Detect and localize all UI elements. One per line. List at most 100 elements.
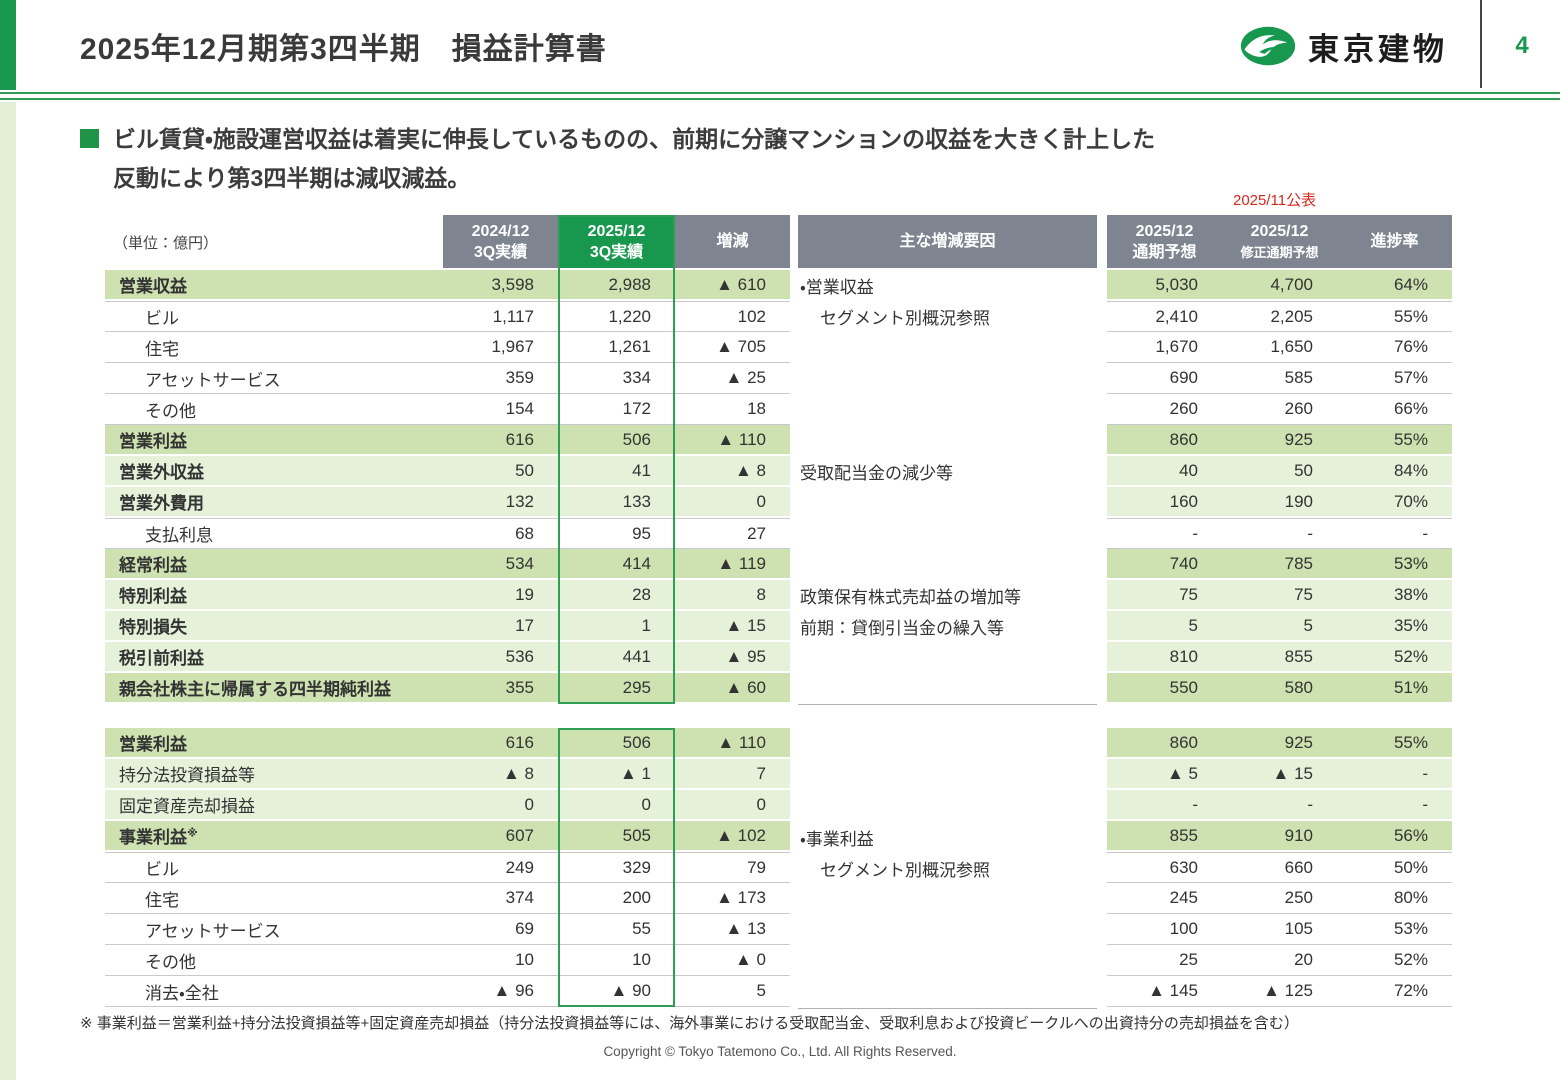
table-row: 260 260 66% [1107,394,1452,425]
value-cell: 550 [1169,677,1198,697]
table-row: 営業外費用 132 133 0 [105,487,790,518]
value-cell: 855 [1284,646,1313,666]
row-label: 住宅 [145,339,179,359]
row-label: 特別損失 [119,618,187,637]
col-header-line: 2025/12 [1250,222,1309,240]
value-cell: 1,670 [1155,337,1198,356]
value-cell: 374 [505,888,534,907]
value-cell: 925 [1284,429,1313,449]
footnote: ※ 事業利益＝営業利益+持分法投資損益等+固定資産売却損益（持分法投資損益等には… [80,1015,1299,1032]
factors-header: 主な増減要因 [798,215,1097,270]
value-cell: 100 [1169,919,1198,938]
table-row: その他 10 10 ▲ 0 [105,945,790,976]
value-cell: 76% [1393,337,1428,356]
value-cell: 5 [756,981,766,1000]
factor-cell [798,791,1097,822]
table-row: 5 5 35% [1107,611,1452,642]
value-cell: 66% [1393,399,1428,418]
value-cell: 260 [1169,399,1198,418]
value-cell: 250 [1284,888,1313,907]
value-cell: 133 [622,491,651,511]
value-cell: 80% [1393,888,1428,907]
value-cell: - [1307,523,1313,543]
lead-statement: ビル賃貸・施設運営収益は着実に伸長しているものの、前期に分譲マンションの収益を大… [80,120,1460,198]
lead-line-2: 反動により第3四半期は減収減益。 [113,165,471,191]
row-label: 住宅 [145,890,179,910]
row-label: 営業利益 [119,432,187,451]
value-cell: 154 [505,399,534,418]
table-row: 住宅 374 200 ▲ 173 [105,883,790,914]
value-cell: ▲ 95 [725,646,766,666]
value-cell: - [1192,523,1198,543]
value-cell: - [1192,794,1198,814]
table-row: 630 660 50% [1107,852,1452,883]
lead-text: ビル賃貸・施設運営収益は着実に伸長しているものの、前期に分譲マンションの収益を大… [113,120,1155,198]
factor-cell: 前期：貸倒引当金の繰入等 [800,619,1004,638]
value-cell: 68 [515,523,534,543]
col-header-actual-prev: 2024/12 3Q実績 [443,215,558,270]
value-cell: - [1422,763,1428,783]
value-cell: ▲ 15 [1272,763,1313,783]
table-row: 税引前利益 536 441 ▲ 95 [105,642,790,673]
value-cell: 260 [1284,399,1313,418]
value-cell: 329 [622,857,651,877]
value-cell: 20 [1294,950,1313,969]
table-row: ▲ 5 ▲ 15 - [1107,759,1452,790]
table-row: 550 580 51% [1107,673,1452,704]
value-cell: - [1307,794,1313,814]
value-cell: 55% [1393,306,1428,326]
value-cell: 855 [1169,825,1198,845]
col-header-line: 2024/12 [471,222,530,240]
table-row: ビル 1,117 1,220 102 [105,301,790,332]
row-label: その他 [145,401,196,421]
table-row: 860 925 55% [1107,728,1452,759]
value-cell: 10 [632,950,651,969]
value-cell: 1,117 [492,306,534,326]
value-cell: 52% [1393,646,1428,666]
table-row: 2,410 2,205 55% [1107,301,1452,332]
col-header-line: 修正通期予想 [1240,244,1319,260]
table-row: 事業利益※ 607 505 ▲ 102 [105,821,790,852]
table-row: --- [1107,518,1452,549]
factor-cell: セグメント別概況参照 [820,309,990,328]
header-rule [0,92,1560,100]
table-row: 1,670 1,650 76% [1107,332,1452,363]
table-row: 支払利息 68 95 27 [105,518,790,549]
forecast1-body: 5,030 4,700 64% 2,410 2,205 55% 1,670 1,650 76% 6… [1107,270,1452,704]
value-cell: 5 [1303,615,1313,635]
row-label: その他 [145,952,196,972]
value-cell: 40 [1179,460,1198,480]
value-cell: 536 [505,646,534,666]
col-header-change: 増減 [675,215,790,270]
value-cell: 75 [1179,584,1198,604]
value-cell: 910 [1284,825,1313,845]
value-cell: ▲ 119 [717,553,766,573]
tokyo-tatemono-logo-icon [1240,26,1296,66]
col-header-progress: 進捗率 [1337,215,1452,270]
value-cell: 190 [1284,491,1313,511]
value-cell: ▲ 110 [717,732,766,752]
table1-body: 営業収益 3,598 2,988 ▲ 610 ビル 1,117 1,220 102 住宅 1,96… [105,270,790,704]
table-row: ▲ 145 ▲ 125 72% [1107,976,1452,1007]
value-cell: 56% [1393,825,1428,845]
value-cell: 27 [747,523,766,543]
table-row: 住宅 1,967 1,261 ▲ 705 [105,332,790,363]
value-cell: 55% [1393,732,1428,752]
value-cell: 50 [515,460,534,480]
forecast-table: 2025/12 通期予想 2025/12 修正通期予想 進捗率 5,030 4,7… [1107,215,1452,1007]
value-cell: 506 [622,732,651,752]
row-label: ビル [145,860,179,879]
table-row: アセットサービス 69 55 ▲ 13 [105,914,790,945]
lead-line-1: ビル賃貸・施設運営収益は着実に伸長しているものの、前期に分譲マンションの収益を大… [113,126,1156,152]
col-header-line: 通期予想 [1132,243,1197,261]
value-cell: 0 [524,794,534,814]
table-row: 740 785 53% [1107,549,1452,580]
factor-cell [798,946,1097,977]
copyright: Copyright © Tokyo Tatemono Co., Ltd. All… [603,1044,957,1059]
row-label: 営業外収益 [119,463,204,482]
table-row: 営業外収益 50 41 ▲ 8 [105,456,790,487]
value-cell: 860 [1169,732,1198,752]
value-cell: 7 [756,763,766,783]
value-cell: 95 [632,523,651,543]
value-cell: 860 [1169,429,1198,449]
